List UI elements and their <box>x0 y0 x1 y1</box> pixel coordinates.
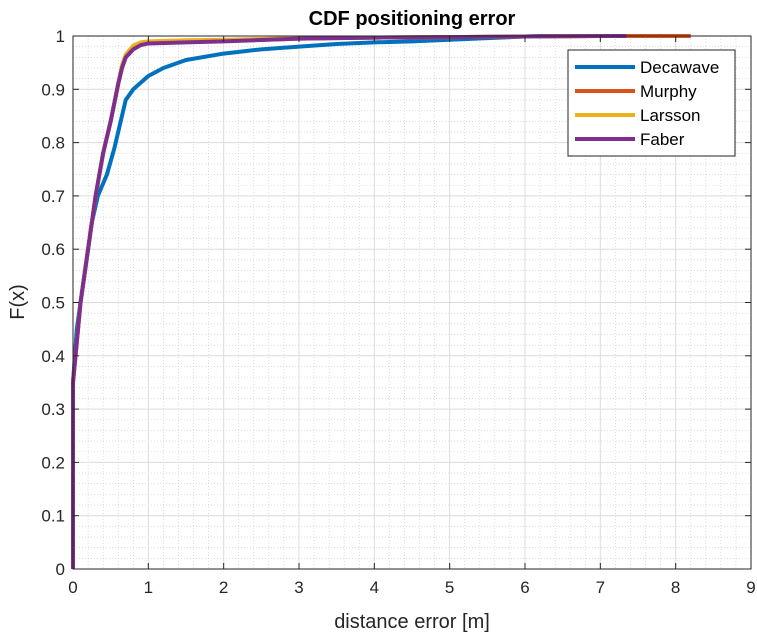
x-tick-label: 2 <box>219 578 228 597</box>
y-axis-label: F(x) <box>7 284 29 320</box>
series-layer <box>71 34 691 569</box>
x-tick-label: 0 <box>68 578 77 597</box>
legend-label-decawave: Decawave <box>640 58 719 77</box>
y-tick-label: 0.1 <box>41 507 65 526</box>
x-tick-label: 1 <box>144 578 153 597</box>
y-tick-label: 0.9 <box>41 80 65 99</box>
minor-grid <box>73 36 751 569</box>
y-tick-label: 0.6 <box>41 240 65 259</box>
x-tick-labels: 0 1 2 3 4 5 6 7 8 9 <box>68 578 755 597</box>
x-tick-label: 4 <box>370 578 379 597</box>
y-tick-label: 0.4 <box>41 347 65 366</box>
x-tick-label: 7 <box>596 578 605 597</box>
legend-label-larsson: Larsson <box>640 106 700 125</box>
x-tick-label: 5 <box>445 578 454 597</box>
tick-marks <box>72 35 752 570</box>
x-tick-label: 3 <box>294 578 303 597</box>
y-tick-label: 0.8 <box>41 134 65 153</box>
x-axis-label: distance error [m] <box>334 611 490 633</box>
x-tick-label: 8 <box>671 578 680 597</box>
y-tick-labels: 0 0.1 0.2 0.3 0.4 0.5 0.6 0.7 0.8 0.9 1 <box>41 27 65 579</box>
y-tick-label: 0.5 <box>41 294 65 313</box>
y-tick-label: 0.7 <box>41 187 65 206</box>
y-tick-label: 0 <box>56 560 65 579</box>
y-tick-label: 0.3 <box>41 400 65 419</box>
y-tick-label: 0.2 <box>41 453 65 472</box>
series-line-faber <box>71 34 627 569</box>
x-tick-label: 9 <box>746 578 755 597</box>
y-tick-label: 1 <box>56 27 65 46</box>
legend-label-murphy: Murphy <box>640 82 697 101</box>
legend: Decawave Murphy Larsson Faber <box>567 49 736 157</box>
chart-title: CDF positioning error <box>309 8 516 30</box>
x-tick-label: 6 <box>520 578 529 597</box>
legend-label-faber: Faber <box>640 130 685 149</box>
